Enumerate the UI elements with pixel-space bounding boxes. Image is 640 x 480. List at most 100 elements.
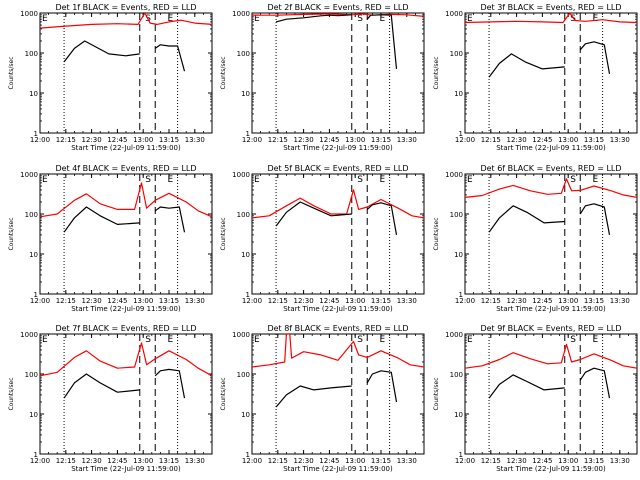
y-tick-label: 10 [241, 90, 250, 98]
events-series-line [154, 206, 186, 233]
chart-title: Det 4f BLACK = Events, RED = LLD [55, 164, 196, 173]
x-tick-label: 13:15 [584, 297, 604, 305]
x-tick-label: 12:45 [319, 457, 339, 465]
x-tick-label: 12:15 [268, 297, 288, 305]
x-axis-label: Start Time (22-Jul-09 11:59:00) [496, 144, 606, 152]
event-marker-s: S [357, 14, 363, 24]
x-tick-label: 13:15 [584, 136, 604, 144]
x-tick-label: 13:30 [185, 136, 205, 144]
x-tick-label: 12:00 [242, 136, 262, 144]
event-marker-e: E [467, 335, 473, 345]
event-marker-e: E [254, 175, 260, 185]
y-axis-label: Counts/sec [8, 217, 15, 250]
event-marker-e: E [168, 175, 174, 185]
events-series-line [579, 41, 611, 75]
event-marker-e: E [467, 14, 473, 24]
y-tick-label: 1000 [445, 331, 463, 339]
chart-panel-6: Det 6f BLACK = Events, RED = LLD 1 10 100 10… [433, 164, 638, 313]
events-series-line [366, 14, 398, 69]
y-axis-label: Counts/sec [433, 56, 440, 89]
y-tick-label: 1000 [232, 10, 250, 18]
y-tick-label: 1000 [20, 171, 38, 179]
x-tick-label: 13:00 [558, 457, 578, 465]
axes-frame [39, 173, 213, 295]
lld-series-line [465, 343, 637, 369]
y-tick-label: 1000 [445, 10, 463, 18]
x-tick-label: 13:30 [185, 297, 205, 305]
y-tick-label: 10 [29, 411, 38, 419]
event-marker-s: S [357, 335, 363, 345]
event-marker-e: E [42, 14, 48, 24]
event-marker-e: E [168, 335, 174, 345]
axes-frame [39, 333, 213, 455]
x-tick-label: 12:00 [30, 297, 50, 305]
y-tick-label: 100 [25, 211, 38, 219]
chart-title: Det 3f BLACK = Events, RED = LLD [480, 3, 621, 12]
events-series-line [154, 44, 186, 72]
event-marker-s: S [570, 14, 576, 24]
x-tick-label: 13:00 [558, 136, 578, 144]
x-tick-label: 13:00 [345, 297, 365, 305]
x-tick-label: 13:00 [345, 457, 365, 465]
event-marker-e: E [380, 175, 386, 185]
y-tick-label: 100 [25, 371, 38, 379]
y-tick-label: 10 [241, 411, 250, 419]
y-tick-label: 1 [34, 291, 38, 299]
x-tick-label: 12:15 [481, 136, 501, 144]
y-tick-label: 100 [237, 50, 250, 58]
lld-series-line [40, 13, 212, 29]
x-tick-label: 13:15 [584, 457, 604, 465]
event-marker-e: E [593, 175, 599, 185]
lld-series-line [465, 178, 637, 198]
x-tick-label: 12:15 [56, 297, 76, 305]
x-tick-label: 12:00 [30, 136, 50, 144]
event-marker-e: E [168, 14, 174, 24]
events-series-line [63, 373, 140, 399]
event-marker-e: E [380, 14, 386, 24]
y-tick-label: 1 [459, 130, 463, 138]
y-tick-label: 1 [246, 451, 250, 459]
chart-title: Det 9f BLACK = Events, RED = LLD [480, 324, 621, 333]
y-axis-label: Counts/sec [433, 377, 440, 410]
chart-panel-4: Det 4f BLACK = Events, RED = LLD 1 10 100 10… [8, 164, 213, 313]
lld-series-line [40, 342, 212, 377]
x-tick-label: 12:45 [532, 457, 552, 465]
x-tick-label: 13:30 [397, 457, 417, 465]
x-tick-label: 12:45 [107, 136, 127, 144]
x-tick-label: 13:15 [371, 457, 391, 465]
x-tick-label: 12:45 [532, 136, 552, 144]
x-tick-label: 13:30 [185, 457, 205, 465]
x-tick-label: 12:45 [107, 297, 127, 305]
event-marker-e: E [254, 14, 260, 24]
chart-panel-7: Det 7f BLACK = Events, RED = LLD 1 10 100 10… [8, 324, 213, 473]
y-tick-label: 1000 [20, 331, 38, 339]
chart-panel-2: Det 2f BLACK = Events, RED = LLD 1 10 100 10… [220, 3, 425, 152]
y-tick-label: 1 [459, 291, 463, 299]
chart-title: Det 5f BLACK = Events, RED = LLD [267, 164, 408, 173]
x-axis-label: Start Time (22-Jul-09 11:59:00) [496, 305, 606, 313]
y-tick-label: 10 [29, 251, 38, 259]
x-tick-label: 12:00 [242, 457, 262, 465]
lld-series-line [252, 189, 424, 219]
x-tick-label: 12:30 [82, 136, 102, 144]
x-tick-label: 12:15 [481, 457, 501, 465]
x-axis-label: Start Time (22-Jul-09 11:59:00) [283, 465, 393, 473]
x-tick-label: 13:00 [558, 297, 578, 305]
y-tick-label: 10 [454, 411, 463, 419]
x-axis-label: Start Time (22-Jul-09 11:59:00) [283, 144, 393, 152]
x-tick-label: 13:30 [610, 136, 630, 144]
y-tick-label: 1 [34, 451, 38, 459]
chart-panel-5: Det 5f BLACK = Events, RED = LLD 1 10 100 10… [220, 164, 425, 313]
y-tick-label: 10 [454, 251, 463, 259]
y-tick-label: 1 [246, 130, 250, 138]
x-tick-label: 12:00 [30, 457, 50, 465]
events-series-line [154, 368, 186, 399]
x-tick-label: 13:15 [159, 457, 179, 465]
x-tick-label: 12:45 [107, 457, 127, 465]
axes-frame [464, 333, 638, 455]
events-series-line [275, 201, 352, 227]
x-tick-label: 13:15 [159, 136, 179, 144]
y-tick-label: 100 [237, 211, 250, 219]
x-tick-label: 13:00 [345, 136, 365, 144]
